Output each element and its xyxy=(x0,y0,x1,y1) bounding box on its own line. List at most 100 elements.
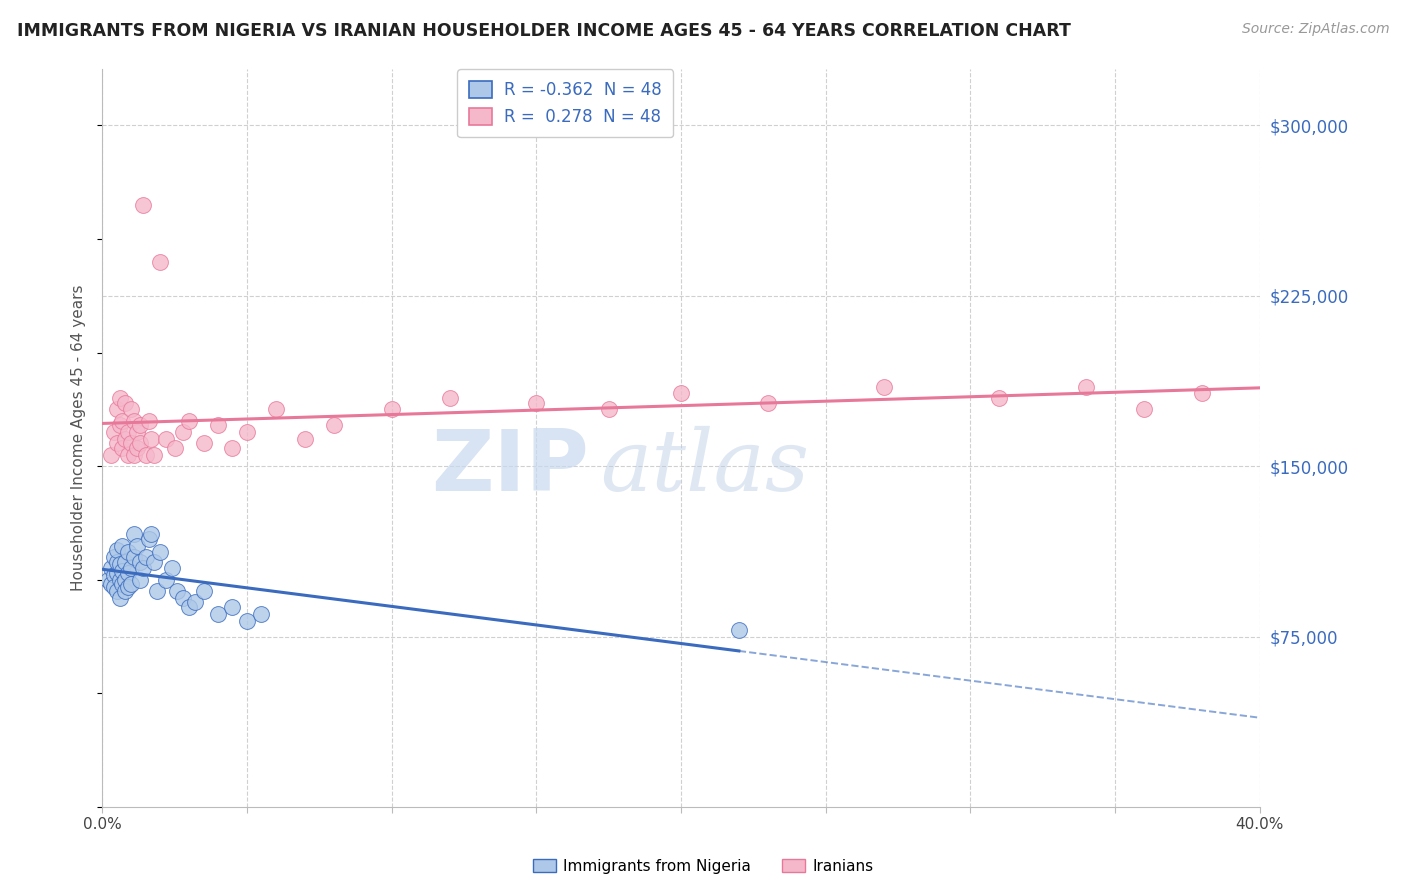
Point xyxy=(135,549,157,564)
Point xyxy=(128,436,150,450)
Point xyxy=(122,448,145,462)
Point xyxy=(111,414,134,428)
Point xyxy=(207,607,229,621)
Point xyxy=(172,591,194,605)
Point xyxy=(598,402,620,417)
Point xyxy=(294,432,316,446)
Point xyxy=(756,395,779,409)
Point xyxy=(111,577,134,591)
Point xyxy=(264,402,287,417)
Point xyxy=(108,591,131,605)
Point xyxy=(125,441,148,455)
Point xyxy=(120,402,142,417)
Point xyxy=(728,623,751,637)
Point xyxy=(117,448,139,462)
Point xyxy=(132,561,155,575)
Point xyxy=(146,584,169,599)
Point xyxy=(114,395,136,409)
Point xyxy=(120,561,142,575)
Point xyxy=(193,584,215,599)
Point xyxy=(322,418,344,433)
Text: Source: ZipAtlas.com: Source: ZipAtlas.com xyxy=(1241,22,1389,37)
Point xyxy=(128,573,150,587)
Point xyxy=(114,573,136,587)
Point xyxy=(108,391,131,405)
Point xyxy=(128,418,150,433)
Point xyxy=(100,577,122,591)
Point xyxy=(184,595,207,609)
Point xyxy=(122,549,145,564)
Point xyxy=(872,379,894,393)
Point xyxy=(120,577,142,591)
Text: ZIP: ZIP xyxy=(430,425,589,508)
Point xyxy=(120,436,142,450)
Point xyxy=(1133,402,1156,417)
Point xyxy=(1076,379,1098,393)
Point xyxy=(236,425,259,439)
Point xyxy=(193,436,215,450)
Point xyxy=(207,418,229,433)
Point xyxy=(141,527,163,541)
Point xyxy=(163,441,186,455)
Text: atlas: atlas xyxy=(600,426,808,508)
Text: IMMIGRANTS FROM NIGERIA VS IRANIAN HOUSEHOLDER INCOME AGES 45 - 64 YEARS CORRELA: IMMIGRANTS FROM NIGERIA VS IRANIAN HOUSE… xyxy=(17,22,1071,40)
Point xyxy=(381,402,404,417)
Point xyxy=(117,566,139,580)
Point xyxy=(108,557,131,571)
Point xyxy=(250,607,273,621)
Point xyxy=(114,584,136,599)
Point xyxy=(1191,386,1213,401)
Point xyxy=(141,432,163,446)
Point xyxy=(105,543,128,558)
Point xyxy=(166,584,188,599)
Point xyxy=(138,414,160,428)
Point xyxy=(117,580,139,594)
Point xyxy=(117,425,139,439)
Point xyxy=(105,436,128,450)
Point xyxy=(103,580,125,594)
Point xyxy=(988,391,1011,405)
Point xyxy=(125,539,148,553)
Point xyxy=(111,564,134,578)
Point xyxy=(143,555,166,569)
Point xyxy=(160,561,183,575)
Point xyxy=(103,568,125,582)
Legend: R = -0.362  N = 48, R =  0.278  N = 48: R = -0.362 N = 48, R = 0.278 N = 48 xyxy=(457,70,673,137)
Point xyxy=(177,414,200,428)
Point xyxy=(108,573,131,587)
Point xyxy=(103,549,125,564)
Point xyxy=(122,527,145,541)
Point xyxy=(236,614,259,628)
Point xyxy=(132,198,155,212)
Point xyxy=(105,402,128,417)
Point xyxy=(149,254,172,268)
Point xyxy=(143,448,166,462)
Point xyxy=(111,441,134,455)
Y-axis label: Householder Income Ages 45 - 64 years: Householder Income Ages 45 - 64 years xyxy=(72,285,86,591)
Point xyxy=(155,573,177,587)
Point xyxy=(100,448,122,462)
Point xyxy=(149,545,172,559)
Point xyxy=(122,414,145,428)
Point xyxy=(105,566,128,580)
Point xyxy=(439,391,461,405)
Point xyxy=(172,425,194,439)
Point xyxy=(108,418,131,433)
Point xyxy=(221,600,243,615)
Point xyxy=(128,555,150,569)
Point xyxy=(138,532,160,546)
Point xyxy=(135,448,157,462)
Point xyxy=(114,555,136,569)
Point xyxy=(97,573,120,587)
Point xyxy=(114,432,136,446)
Point xyxy=(117,545,139,559)
Point xyxy=(103,425,125,439)
Point xyxy=(177,600,200,615)
Point xyxy=(669,386,692,401)
Point xyxy=(221,441,243,455)
Point xyxy=(524,395,547,409)
Point xyxy=(111,539,134,553)
Point xyxy=(155,432,177,446)
Point xyxy=(125,425,148,439)
Point xyxy=(105,584,128,599)
